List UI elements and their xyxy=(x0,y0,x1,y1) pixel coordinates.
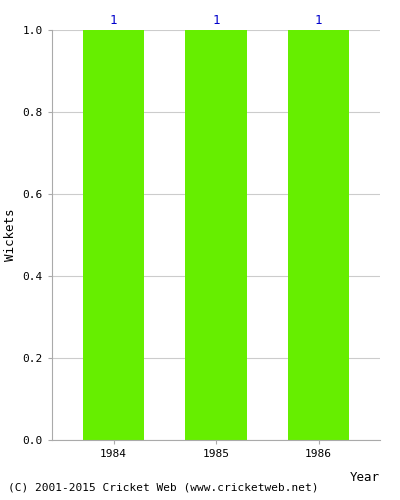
Text: (C) 2001-2015 Cricket Web (www.cricketweb.net): (C) 2001-2015 Cricket Web (www.cricketwe… xyxy=(8,482,318,492)
Text: 1: 1 xyxy=(110,14,117,26)
Y-axis label: Wickets: Wickets xyxy=(4,209,17,261)
Text: 1: 1 xyxy=(212,14,220,26)
Bar xyxy=(288,30,349,440)
Bar xyxy=(185,30,247,440)
Text: 1: 1 xyxy=(315,14,322,26)
Bar xyxy=(83,30,144,440)
Text: Year: Year xyxy=(350,470,380,484)
